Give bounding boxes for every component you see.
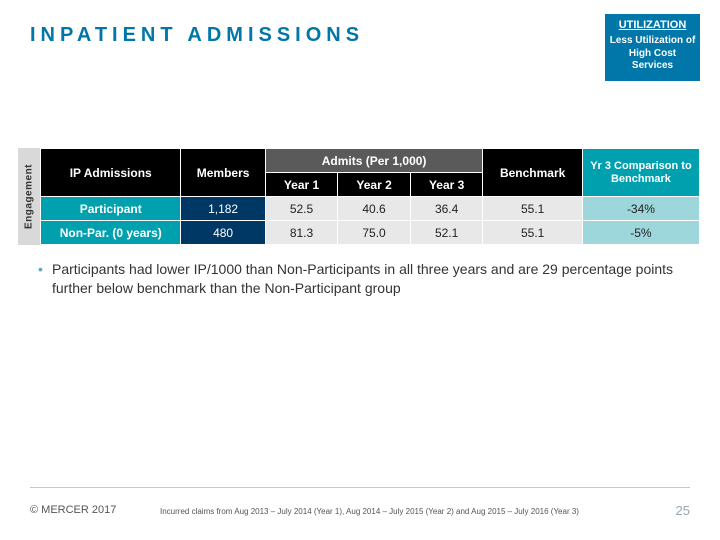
cell-benchmark: 55.1 (483, 221, 582, 245)
utilization-badge: UTILIZATION Less Utilization of High Cos… (605, 14, 700, 81)
cell-comparison: -5% (582, 221, 699, 245)
th-comparison: Yr 3 Comparison to Benchmark (582, 149, 699, 197)
table-row: Participant 1,182 52.5 40.6 36.4 55.1 -3… (41, 197, 700, 221)
cell-y2: 75.0 (338, 221, 411, 245)
footnote-text: Incurred claims from Aug 2013 – July 201… (160, 507, 590, 516)
admissions-table: IP Admissions Members Admits (Per 1,000)… (40, 148, 700, 245)
page-title: INPATIENT ADMISSIONS (30, 24, 364, 47)
th-year3: Year 3 (410, 173, 483, 197)
th-benchmark: Benchmark (483, 149, 582, 197)
th-year2: Year 2 (338, 173, 411, 197)
engagement-label: Engagement (18, 148, 40, 245)
cell-y2: 40.6 (338, 197, 411, 221)
cell-y3: 36.4 (410, 197, 483, 221)
footer-divider (30, 487, 690, 488)
badge-subtitle: Less Utilization of High Cost Services (608, 35, 697, 73)
th-admits: Admits (Per 1,000) (265, 149, 483, 173)
cell-y3: 52.1 (410, 221, 483, 245)
th-members: Members (181, 149, 265, 197)
table-row: Non-Par. (0 years) 480 81.3 75.0 52.1 55… (41, 221, 700, 245)
row-label: Non-Par. (0 years) (41, 221, 181, 245)
copyright-text: © MERCER 2017 (30, 504, 116, 516)
cell-benchmark: 55.1 (483, 197, 582, 221)
bullet-item: Participants had lower IP/1000 than Non-… (38, 260, 678, 298)
badge-title: UTILIZATION (608, 19, 697, 31)
row-label: Participant (41, 197, 181, 221)
th-ip-admissions: IP Admissions (41, 149, 181, 197)
page-number: 25 (676, 503, 690, 518)
admissions-table-wrap: Engagement IP Admissions Members Admits … (18, 148, 700, 245)
th-year1: Year 1 (265, 173, 338, 197)
cell-y1: 52.5 (265, 197, 338, 221)
cell-members: 1,182 (181, 197, 265, 221)
cell-members: 480 (181, 221, 265, 245)
cell-comparison: -34% (582, 197, 699, 221)
bullet-list: Participants had lower IP/1000 than Non-… (38, 260, 678, 298)
cell-y1: 81.3 (265, 221, 338, 245)
